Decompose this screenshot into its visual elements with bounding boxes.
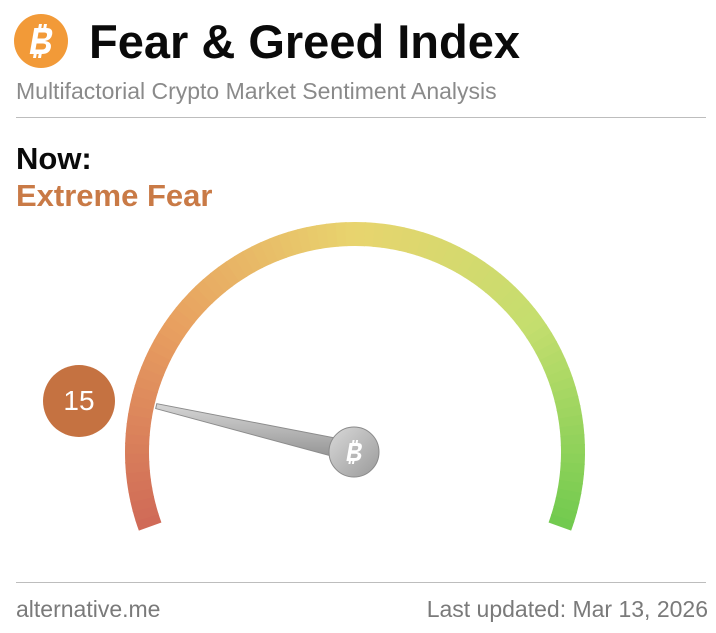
gauge-arc-segment <box>440 242 461 269</box>
gauge-arc-segment <box>558 414 584 429</box>
gauge-arc-segment <box>163 314 190 338</box>
gauge-arc-segment <box>510 300 536 325</box>
gauge-arc-segment <box>526 324 553 347</box>
gauge-arc-segment <box>250 242 271 269</box>
gauge-arc-segment <box>125 461 150 474</box>
gauge-arc-segment <box>491 279 516 305</box>
gauge-arc-segment <box>209 266 234 293</box>
gauge-arc-segment <box>125 432 150 445</box>
gauge-arc-segment <box>423 235 443 262</box>
page-subtitle: Multifactorial Crypto Market Sentiment A… <box>16 78 497 104</box>
gauge-arc-segment <box>129 394 156 410</box>
bitcoin-logo-icon <box>14 14 68 68</box>
gauge-arc-segment <box>125 469 151 484</box>
gauge-arc-segment <box>407 229 425 256</box>
gauge-arc-segment <box>355 222 367 247</box>
gauge-arc-segment <box>415 232 434 259</box>
gauge-arc-segment <box>530 332 558 354</box>
gauge-arc-segment <box>484 273 509 299</box>
gauge-arc-segment <box>149 339 176 361</box>
gauge-arc-segment <box>132 384 159 402</box>
now-label: Now: <box>16 141 92 176</box>
gauge-arc-segment <box>478 267 502 293</box>
gauge-arc-segment <box>188 285 213 311</box>
gauge-needle <box>155 403 358 463</box>
gauge-arc-segment <box>463 256 486 283</box>
gauge-arc-segment <box>125 452 150 464</box>
page-title: Fear & Greed Index <box>89 15 520 68</box>
gauge-arc-segment <box>398 227 415 254</box>
gauge-arc-segment <box>560 434 585 447</box>
gauge-arc-segment <box>549 376 576 395</box>
gauge-arc-segment <box>137 366 164 385</box>
gauge-arc-segment <box>548 514 575 531</box>
gauge-arc-segment <box>195 278 220 304</box>
gauge-arc-segment <box>158 322 185 345</box>
gauge-arc-segment <box>287 229 305 256</box>
footer-divider <box>16 582 706 583</box>
gauge-arc-segment <box>181 292 207 317</box>
gauge-arc-segment <box>555 488 582 504</box>
gauge-arc-segment <box>169 307 195 331</box>
gauge-arc-segment <box>268 234 288 262</box>
gauge-arc-segment <box>432 238 452 266</box>
gauge-arc-segment <box>132 504 159 522</box>
gauge-arc-segment <box>448 246 469 274</box>
index-value-badge: 15 <box>43 365 115 437</box>
gauge-arc-segment <box>546 367 573 386</box>
gauge-arc-segment <box>259 238 280 265</box>
gauge-arc-segment <box>543 358 570 378</box>
gauge-arc-segment <box>521 316 547 339</box>
gauge-arc-segment <box>141 357 168 377</box>
header-divider <box>16 117 706 118</box>
gauge-arc-segment <box>134 375 161 393</box>
gauge-arc-segment <box>345 222 357 247</box>
fear-greed-gauge <box>124 222 585 531</box>
gauge-arc-segment <box>553 497 580 514</box>
gauge-arc-segment <box>539 349 566 370</box>
source-link[interactable]: alternative.me <box>16 596 161 622</box>
gauge-arc-segment <box>278 231 296 258</box>
gauge-arc-segment <box>560 443 585 456</box>
gauge-needle-shape <box>155 403 358 463</box>
gauge-arc-segment <box>535 340 562 362</box>
gauge-arc-segment <box>325 222 339 248</box>
gauge-arc-segment <box>504 293 530 318</box>
gauge-arc-segment <box>217 260 241 287</box>
header: Fear & Greed Index <box>14 10 704 80</box>
gauge-arc-segment <box>225 255 248 282</box>
gauge-arc-segment <box>470 261 494 288</box>
gauge-arc-segment <box>498 286 523 312</box>
gauge-arc-segment <box>335 222 348 247</box>
last-updated: Last updated: Mar 13, 2026 <box>426 596 708 622</box>
gauge-arc-segment <box>124 442 150 454</box>
gauge-arc-segment <box>560 453 585 466</box>
gauge-arc-segment <box>559 424 585 438</box>
gauge-arc <box>124 222 585 531</box>
gauge-arc-segment <box>153 331 180 353</box>
gauge-hub-bitcoin-icon <box>328 426 380 478</box>
gauge-arc-segment <box>242 246 264 273</box>
gauge-arc-segment <box>175 299 201 324</box>
gauge-arc-segment <box>389 225 406 251</box>
sentiment-status: Extreme Fear <box>16 178 213 213</box>
gauge-arc-segment <box>135 512 162 531</box>
gauge-arc-segment <box>515 308 542 332</box>
gauge-arc-segment <box>144 348 172 369</box>
gauge-arc-segment <box>551 505 578 523</box>
gauge-arc-segment <box>233 250 256 277</box>
gauge-arc-segment <box>455 251 478 278</box>
gauge-arc-segment <box>202 272 227 298</box>
gauge-arc-segment <box>363 222 377 247</box>
